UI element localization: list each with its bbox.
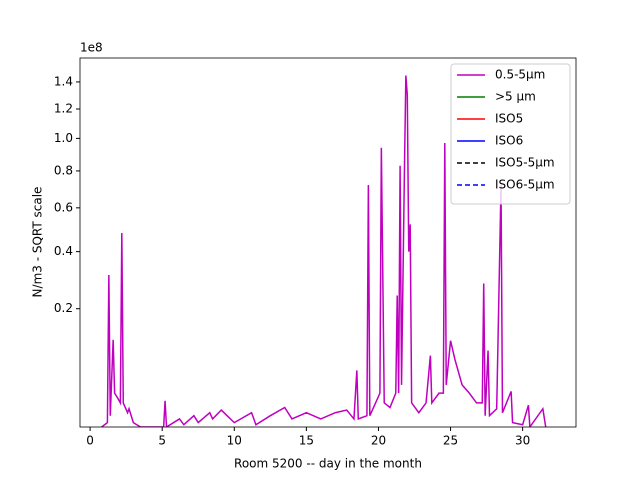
x-tick-label: 30 — [515, 434, 530, 448]
x-tick-label: 10 — [227, 434, 242, 448]
x-tick-label: 15 — [299, 434, 314, 448]
axes-frame — [79, 57, 577, 428]
legend-box — [450, 63, 571, 205]
y-axis-label: N/m3 - SQRT scale — [31, 187, 45, 298]
x-axis-label: Room 5200 -- day in the month — [234, 457, 422, 471]
x-tick-label: 20 — [371, 434, 386, 448]
data-line — [101, 75, 547, 427]
y-offset-label: 1e8 — [80, 41, 103, 55]
legend-label: ISO5-5µm — [495, 156, 555, 170]
x-tick-label: 5 — [158, 434, 166, 448]
y-tick-label: 0.8 — [54, 163, 73, 177]
plot-area — [101, 75, 547, 427]
y-tick-label: 0.6 — [54, 200, 73, 214]
x-tick-label: 0 — [86, 434, 94, 448]
legend-label: >5 µm — [495, 90, 536, 104]
legend-label: ISO6 — [495, 134, 523, 148]
x-tick-label: 25 — [443, 434, 458, 448]
legend-label: ISO5 — [495, 112, 523, 126]
y-tick-label: 1.2 — [54, 101, 73, 115]
y-tick-label: 0.2 — [54, 301, 73, 315]
y-tick-label: 0.4 — [54, 244, 73, 258]
legend-label: ISO6-5µm — [495, 178, 555, 192]
y-tick-label: 1.4 — [54, 74, 73, 88]
y-tick-label: 1.0 — [54, 131, 73, 145]
legend-label: 0.5-5µm — [495, 68, 545, 82]
